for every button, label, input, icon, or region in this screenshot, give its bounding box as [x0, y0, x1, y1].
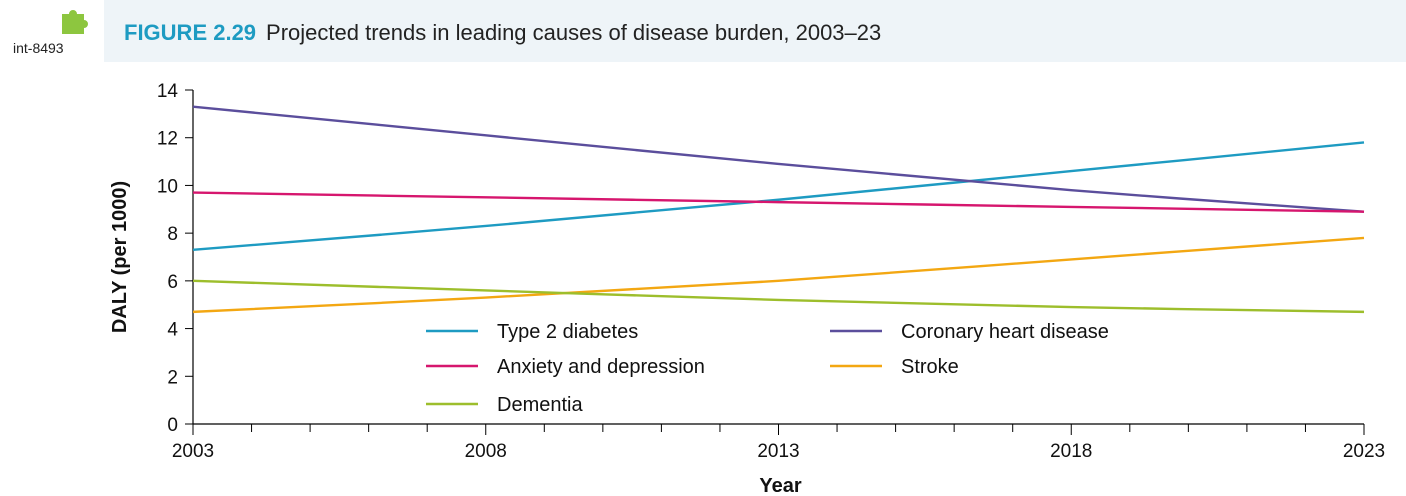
figure-number: FIGURE 2.29: [124, 20, 257, 45]
y-tick-label: 2: [167, 367, 178, 388]
x-tick-label: 2023: [1343, 441, 1385, 462]
y-tick-label: 14: [157, 81, 179, 102]
figure-caption: FIGURE 2.29 Projected trends in leading c…: [124, 20, 881, 46]
series-line-coronary-heart-disease: [192, 105, 1365, 213]
x-tick-label: 2003: [172, 441, 214, 462]
series-line-dementia: [192, 279, 1365, 314]
legend-label: Type 2 diabetes: [497, 321, 638, 343]
series-line-anxiety-and-depression: [192, 191, 1365, 213]
legend-label: Anxiety and depression: [497, 356, 705, 378]
figure-header: FIGURE 2.29 Projected trends in leading c…: [104, 0, 1406, 62]
x-tick-label: 2008: [465, 441, 507, 462]
x-axis-title: Year: [759, 475, 801, 496]
badge-label: int-8493: [13, 40, 64, 56]
y-tick-label: 12: [157, 129, 178, 150]
x-tick-label: 2013: [757, 441, 799, 462]
legend-label: Dementia: [497, 394, 583, 416]
y-tick-label: 10: [157, 176, 178, 197]
legend-label: Stroke: [901, 356, 959, 378]
series-line-type-2-diabetes: [192, 141, 1365, 252]
y-tick-label: 0: [167, 415, 178, 436]
y-tick-label: 4: [167, 320, 178, 341]
y-axis-title: DALY (per 1000): [109, 181, 131, 333]
x-tick-label: 2018: [1050, 441, 1092, 462]
y-tick-label: 6: [167, 272, 178, 293]
legend-label: Coronary heart disease: [901, 321, 1109, 343]
interactivity-badge[interactable]: int-8493: [0, 0, 100, 64]
series-line-stroke: [192, 236, 1365, 314]
y-tick-label: 8: [167, 224, 178, 245]
puzzle-piece-icon: [62, 10, 88, 34]
figure-title: Projected trends in leading causes of di…: [266, 20, 882, 45]
